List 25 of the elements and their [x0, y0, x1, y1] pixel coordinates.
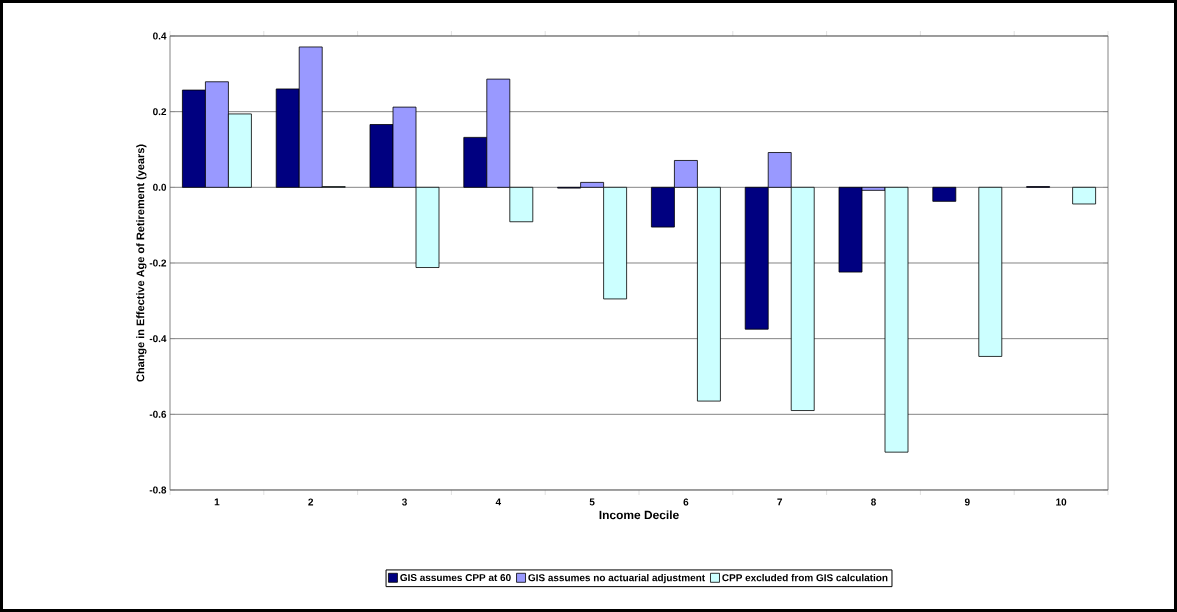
x-tick-label: 7 [777, 498, 783, 506]
legend-label: GIS assumes CPP at 60 [400, 574, 511, 582]
legend-label: GIS assumes no actuarial adjustment [528, 573, 705, 584]
x-axis-title: Income Decile [599, 510, 679, 520]
x-tick-label: 9 [964, 498, 970, 506]
legend-label: CPP excluded from GIS calculation [722, 573, 888, 582]
bar [1072, 186, 1097, 205]
bar [932, 186, 957, 202]
x-tick-label: 4 [495, 498, 502, 506]
y-tick-label: 0.4 [153, 32, 167, 40]
y-tick-label: 0.0 [153, 183, 167, 191]
bar [978, 186, 1003, 357]
y-tick-label: -0.8 [149, 486, 167, 494]
x-tick-label: 1 [214, 498, 220, 506]
y-tick-label: -0.4 [149, 335, 167, 343]
x-tick-label: 5 [589, 498, 595, 506]
y-tick-label: 0.2 [153, 108, 167, 116]
x-tick-label: 2 [308, 498, 314, 506]
x-tick-label: 8 [871, 498, 876, 506]
x-tick-label: 3 [401, 498, 407, 506]
y-tick-label: -0.6 [149, 410, 167, 418]
y-tick-label: -0.2 [149, 259, 167, 267]
y-axis-title: Change in Effective Age of Retirement (years) [136, 144, 147, 382]
x-tick-label: 6 [683, 498, 689, 506]
x-tick-label: 10 [1056, 498, 1067, 506]
